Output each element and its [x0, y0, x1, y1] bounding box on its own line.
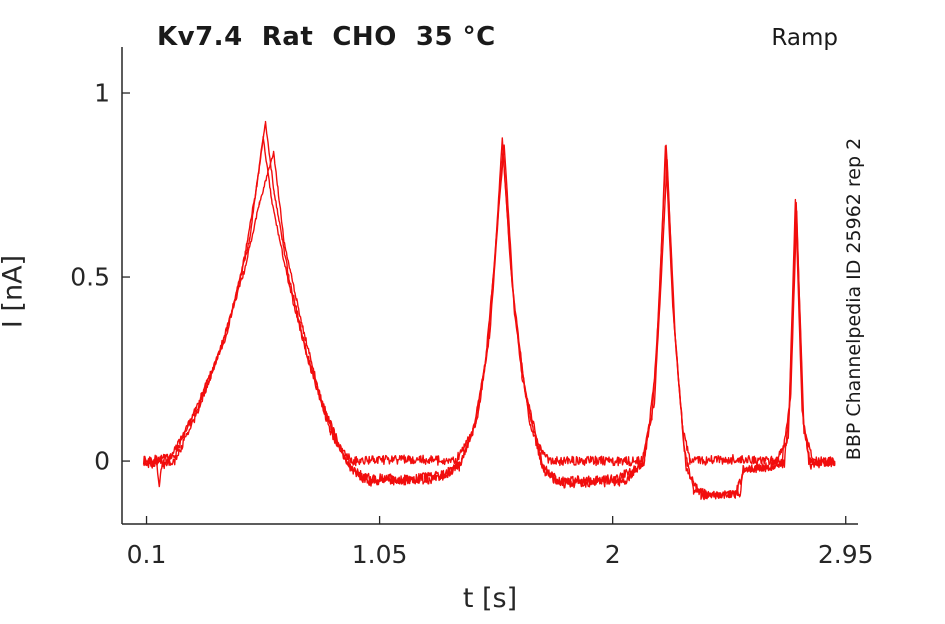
x-tick-label-2.95: 2.95	[817, 540, 874, 569]
y-tick-label-0.5: 0.5	[70, 262, 110, 292]
chart-title: Kv7.4 Rat CHO 35 °C	[157, 22, 496, 52]
x-tick-label-0.1: 0.1	[126, 540, 167, 569]
x-axis-label: t [s]	[462, 583, 518, 614]
bbp-channelpedia-id-annotation: BBP Channelpedia ID 25962 rep 2	[843, 137, 865, 461]
y-tick-label-0: 0	[94, 446, 110, 476]
x-tick-label-2: 2	[604, 540, 621, 569]
x-tick-label-1.05: 1.05	[351, 540, 408, 569]
y-tick-label-1: 1	[94, 78, 110, 108]
protocol-label: Ramp	[771, 25, 838, 51]
current-trace-sweep-1	[142, 120, 836, 467]
